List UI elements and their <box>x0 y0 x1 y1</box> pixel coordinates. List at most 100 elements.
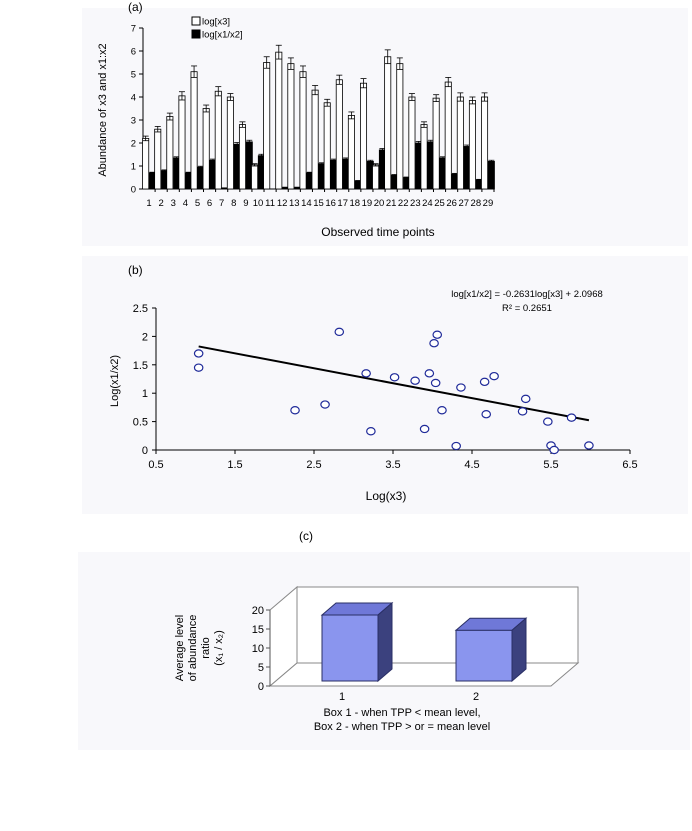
a-bar-log-x3 <box>251 164 259 190</box>
a-bar-log-x3 <box>468 100 476 190</box>
c-y-label: Average level of abundance ratio (x₁ / x… <box>174 615 225 682</box>
scatter-point <box>566 413 577 422</box>
a-x-tick-label: 12 <box>277 198 288 209</box>
b-y-tick-label: 1 <box>142 388 148 400</box>
scatter-point <box>432 330 443 339</box>
a-x-tick-label: 1 <box>146 198 151 209</box>
a-x-tick-label: 18 <box>350 198 361 209</box>
c-y-tick-label: 0 <box>258 681 264 693</box>
a-x-tick-label: 21 <box>386 198 397 209</box>
a-x-tick-label: 10 <box>253 198 264 209</box>
a-bar-log-x3 <box>323 102 331 190</box>
a-bar-log-x3 <box>408 96 416 190</box>
c-y-tick-label: 15 <box>252 624 264 636</box>
scatter-point <box>366 427 376 436</box>
a-bar-log-x3 <box>299 71 307 190</box>
a-x-tick-label: 15 <box>313 198 324 209</box>
a-x-tick-label: 8 <box>231 198 236 209</box>
b-y-tick-label: 0 <box>142 445 148 457</box>
scatter-point <box>361 369 371 378</box>
c-caption-line-1: Box 1 - when TPP < mean level, <box>323 707 480 719</box>
scatter-point <box>479 377 490 387</box>
a-bar-log-x3 <box>360 82 368 190</box>
a-x-tick-label: 17 <box>337 198 348 209</box>
a-bar-log-x3 <box>238 124 246 190</box>
a-bar-log-x3 <box>263 62 271 190</box>
c-caption-line-2: Box 2 - when TPP > or = mean level <box>314 721 490 733</box>
a-x-tick-label: 28 <box>471 198 482 209</box>
a-y-tick-label: 3 <box>131 116 136 127</box>
panel-a-label: (a) <box>128 0 143 14</box>
legend-label-series-2: log[x1/x2] <box>202 30 243 41</box>
a-x-tick-label: 27 <box>458 198 469 209</box>
b-x-tick-label: 3.5 <box>385 459 400 471</box>
scatter-point <box>481 410 492 419</box>
scatter-point <box>320 400 330 409</box>
c-y-tick-label: 5 <box>258 662 264 674</box>
c-box-side <box>511 617 527 683</box>
a-bar-log-x3 <box>456 96 464 190</box>
a-x-tick-label: 16 <box>325 198 336 209</box>
a-bar-log-x3 <box>202 108 210 190</box>
panel-b-label: (b) <box>128 263 143 277</box>
b-y-tick-label: 2 <box>142 331 148 343</box>
b-y-tick-label: 2.5 <box>133 303 148 315</box>
panel-a-x-label: Observed time points <box>321 225 434 239</box>
scatter-point <box>334 327 345 337</box>
legend-swatch-filled <box>191 29 201 39</box>
panel-b-background <box>82 256 688 514</box>
c-y-label-line-2: of abundance <box>187 615 199 682</box>
a-x-tick-label: 19 <box>362 198 373 209</box>
panel-b-y-label: Log(x1/x2) <box>109 355 121 407</box>
scatter-point <box>389 373 400 382</box>
c-box-front <box>321 614 379 682</box>
scatter-point <box>543 417 553 426</box>
scatter-point <box>193 349 204 358</box>
c-y-label-line-4: (x₁ / x₂) <box>213 630 225 665</box>
a-bar-log-x3 <box>166 116 174 190</box>
c-y-label-line-1: Average level <box>174 615 186 681</box>
scatter-point <box>419 424 430 434</box>
a-x-tick-label: 3 <box>171 198 176 209</box>
panel-a-y-label: Abundance of x3 and x1:x2 <box>97 43 109 176</box>
a-x-tick-label: 24 <box>422 198 433 209</box>
scatter-point <box>410 376 420 385</box>
panel-b: (b) 00.511.522.5 0.5 1.5 2.5 3.5 4.5 5.5 6.5 L… <box>109 263 638 503</box>
a-x-tick-label: 29 <box>483 198 494 209</box>
a-y-tick-label: 0 <box>131 185 136 196</box>
a-bar-log-x3 <box>226 96 234 190</box>
scatter-point <box>489 371 499 381</box>
scatter-point <box>424 369 435 378</box>
scatter-point <box>429 339 439 348</box>
c-x-tick-label: 2 <box>473 691 479 703</box>
scatter-point <box>584 441 594 450</box>
a-y-tick-label: 7 <box>131 24 136 35</box>
scatter-point <box>456 383 466 392</box>
scatter-point <box>451 441 461 451</box>
scatter-point <box>193 363 204 372</box>
a-bar-log-x3 <box>481 96 489 190</box>
c-box-front <box>455 629 513 682</box>
b-x-tick-label: 6.5 <box>622 459 637 471</box>
c-box-side <box>377 601 393 683</box>
a-bar-log-x3 <box>335 79 343 190</box>
scatter-point <box>520 394 531 404</box>
b-x-tick-label: 0.5 <box>148 459 163 471</box>
b-y-tick-label: 0.5 <box>133 417 148 429</box>
scatter-point <box>290 406 300 415</box>
a-y-tick-label: 2 <box>131 139 136 150</box>
a-y-tick-label: 5 <box>131 70 136 81</box>
scatter-point <box>517 407 528 416</box>
a-x-tick-label: 7 <box>219 198 224 209</box>
b-x-tick-label: 2.5 <box>306 459 321 471</box>
a-x-tick-label: 2 <box>159 198 164 209</box>
scatter-point <box>430 378 441 388</box>
a-bar-log-x3 <box>214 90 222 190</box>
regression-r-squared: R² = 0.2651 <box>502 303 552 314</box>
a-x-tick-label: 4 <box>183 198 188 209</box>
c-floor <box>268 662 580 687</box>
c-y-label-line-3: ratio <box>200 637 212 658</box>
a-x-tick-label: 11 <box>265 198 275 209</box>
